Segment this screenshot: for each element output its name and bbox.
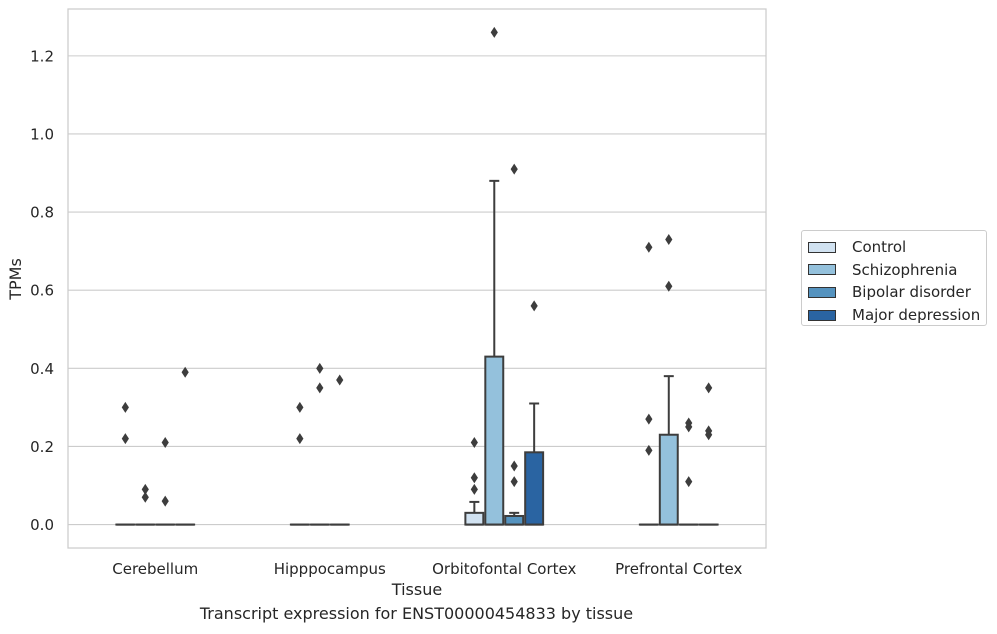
outlier-point xyxy=(665,280,673,292)
chart-caption: Transcript expression for ENST0000045483… xyxy=(199,604,634,623)
x-tick-label: Hipppocampus xyxy=(274,560,386,578)
legend-label: Major depression xyxy=(852,306,981,325)
box xyxy=(678,417,699,526)
outlier-point xyxy=(705,382,713,394)
outlier-point xyxy=(316,382,324,394)
box xyxy=(115,401,136,526)
box xyxy=(504,163,525,526)
outlier-point xyxy=(705,429,713,441)
y-tick-label: 0.2 xyxy=(30,438,54,456)
box xyxy=(309,362,330,526)
outlier-point xyxy=(510,163,518,175)
y-tick-label: 0.6 xyxy=(30,282,54,300)
box-body xyxy=(464,511,485,526)
outlier-point xyxy=(121,401,129,413)
legend-item: Control xyxy=(802,236,986,259)
box xyxy=(155,437,176,526)
box-body xyxy=(524,451,545,526)
outlier-point xyxy=(161,495,169,507)
y-axis-label: TPMs xyxy=(6,258,25,301)
outlier-point xyxy=(470,472,478,484)
outlier-point xyxy=(296,401,304,413)
box xyxy=(464,437,485,526)
legend-item: Major depression xyxy=(802,304,986,327)
box xyxy=(175,366,196,526)
box xyxy=(289,401,310,526)
outlier-point xyxy=(510,476,518,488)
legend-swatch xyxy=(808,241,836,253)
series-control xyxy=(115,241,659,526)
legend-label: Schizophrenia xyxy=(852,260,958,279)
box xyxy=(524,300,545,526)
outlier-point xyxy=(161,437,169,449)
legend-item: Schizophrenia xyxy=(802,259,986,282)
outlier-point xyxy=(470,437,478,449)
box xyxy=(329,374,350,526)
legend-swatch xyxy=(808,309,836,321)
y-tick-label: 0.0 xyxy=(30,516,54,534)
outlier-point xyxy=(490,26,498,38)
outlier-point xyxy=(470,483,478,495)
box-body xyxy=(504,514,525,526)
box xyxy=(484,26,505,526)
x-tick-labels: Cerebellum Hipppocampus Orbitofontal Corte… xyxy=(112,560,742,578)
legend-label: Bipolar disorder xyxy=(852,283,971,302)
series-layer xyxy=(115,26,719,526)
outlier-point xyxy=(336,374,344,386)
outlier-point xyxy=(665,233,673,245)
outlier-point xyxy=(645,444,653,456)
outlier-point xyxy=(121,433,129,445)
outlier-point xyxy=(141,483,149,495)
outlier-point xyxy=(510,460,518,472)
outlier-point xyxy=(685,421,693,433)
outlier-point xyxy=(685,476,693,488)
series-bipolar-disorder xyxy=(155,163,699,526)
outlier-point xyxy=(645,413,653,425)
box xyxy=(638,241,659,526)
x-tick-label: Orbitofontal Cortex xyxy=(432,560,576,578)
box-body xyxy=(484,355,505,526)
legend-swatch xyxy=(808,286,836,298)
plot-frame xyxy=(67,8,767,549)
legend-label: Control xyxy=(852,238,907,257)
box xyxy=(698,382,719,526)
box-body xyxy=(658,433,679,526)
x-axis-label: Tissue xyxy=(391,580,442,599)
legend-item: Bipolar disorder xyxy=(802,281,986,304)
x-tick-label: Prefrontal Cortex xyxy=(615,560,742,578)
outlier-point xyxy=(181,366,189,378)
legend: Control Schizophrenia Bipolar disorder Majo… xyxy=(801,230,987,326)
outlier-point xyxy=(530,300,538,312)
outlier-point xyxy=(296,433,304,445)
outlier-point xyxy=(316,362,324,374)
y-tick-label: 0.4 xyxy=(30,360,54,378)
x-tick-label: Cerebellum xyxy=(112,560,198,578)
legend-swatch xyxy=(808,264,836,276)
y-tick-label: 1.2 xyxy=(30,47,54,65)
y-tick-label: 1.0 xyxy=(30,125,54,143)
outlier-point xyxy=(141,491,149,503)
y-tick-labels: 0.0 0.2 0.4 0.6 0.8 1.0 1.2 xyxy=(30,47,54,534)
series-schizophrenia xyxy=(135,26,679,526)
series-major-depression xyxy=(175,300,719,526)
box xyxy=(658,233,679,526)
y-tick-label: 0.8 xyxy=(30,204,54,222)
outlier-point xyxy=(645,241,653,253)
box xyxy=(135,483,156,526)
